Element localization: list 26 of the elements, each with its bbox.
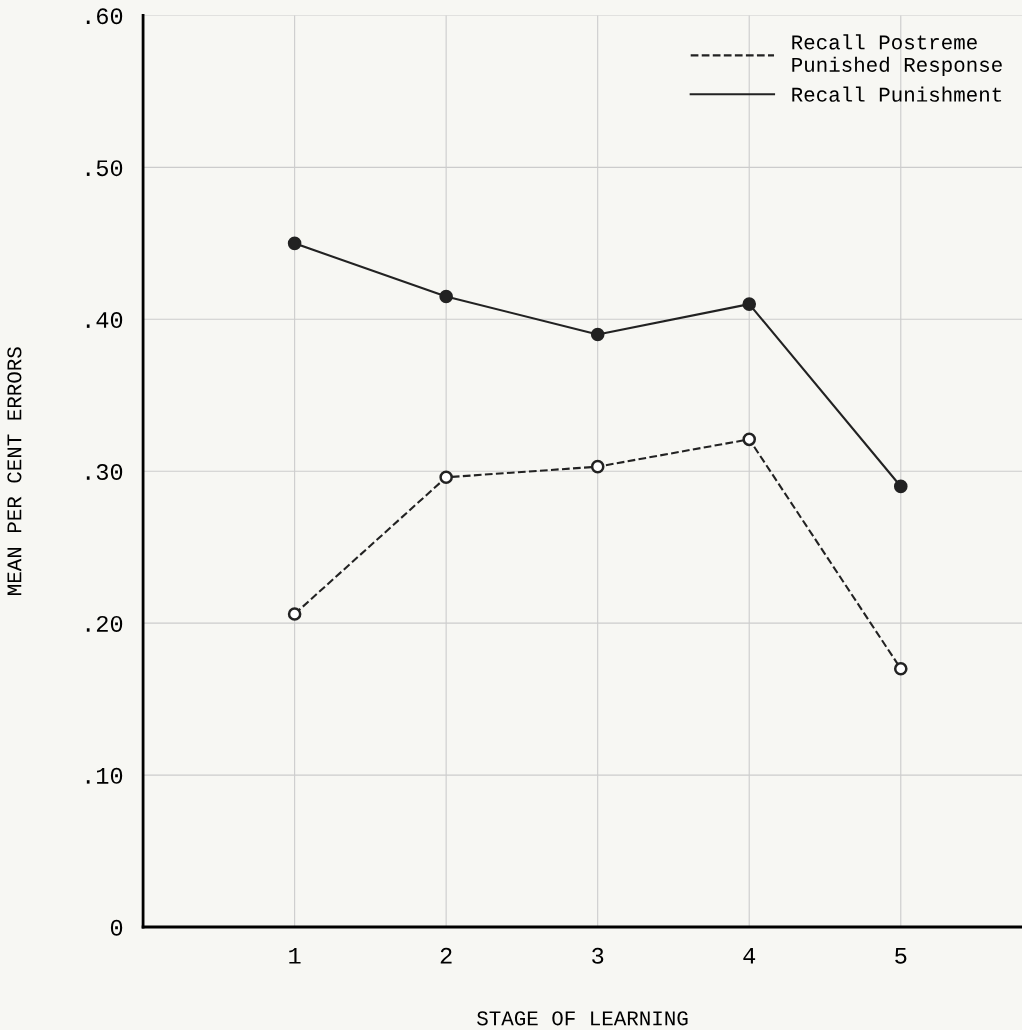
point: [439, 470, 453, 485]
y-tick-label: .20: [86, 615, 123, 632]
y-axis-title: MEAN PER CENT ERRORS: [7, 347, 22, 595]
x-tick-label: 4: [743, 948, 756, 964]
x-tick-label: 5: [895, 948, 907, 964]
point: [287, 236, 302, 251]
point: [893, 661, 908, 676]
point: [590, 459, 605, 474]
y-tick-label: .60: [86, 8, 123, 25]
point: [439, 289, 453, 304]
point: [287, 607, 302, 621]
y-tick-label: 0: [110, 919, 123, 936]
x-axis-title: STAGE OF LEARNING: [477, 1011, 688, 1026]
legend-label: Recall Postreme Punished Response: [792, 34, 1002, 77]
y-tick-label: .50: [86, 160, 123, 177]
y-tick-label: .10: [86, 767, 123, 784]
legend-label: Recall Punishment: [792, 86, 1002, 102]
x-tick-label: 3: [592, 947, 604, 964]
x-tick-label: 2: [440, 947, 452, 964]
point: [742, 432, 757, 447]
point: [742, 297, 757, 311]
point: [893, 479, 908, 494]
y-tick-label: .40: [86, 312, 123, 329]
point: [590, 327, 605, 342]
y-tick-label: .30: [86, 463, 123, 481]
x-tick-label: 1: [289, 948, 301, 964]
